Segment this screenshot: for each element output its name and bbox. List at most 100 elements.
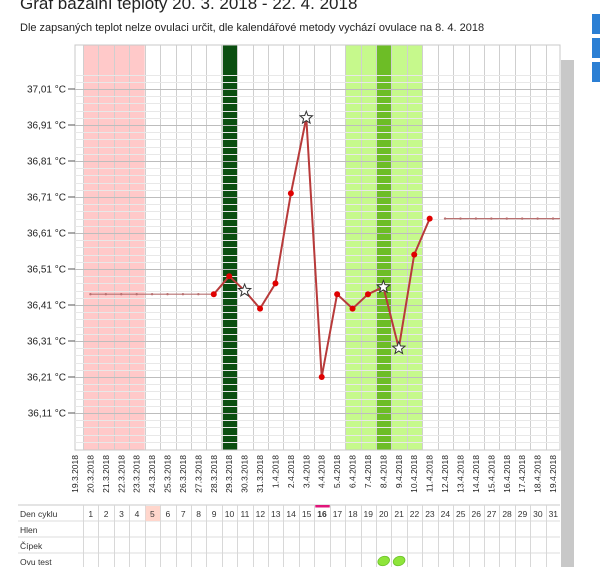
cycle-day-number: 6: [165, 509, 170, 519]
reference-point: [505, 217, 508, 220]
cycle-day-number: 21: [394, 509, 404, 519]
cycle-day-highlight: [145, 506, 161, 521]
side-tab-2[interactable]: [592, 38, 600, 58]
reference-point: [104, 293, 108, 296]
side-tab-1[interactable]: [592, 14, 600, 34]
x-date-label: 14.4.2018: [471, 455, 481, 493]
x-date-label: 9.4.2018: [394, 455, 404, 488]
x-date-label: 26.3.2018: [178, 455, 188, 493]
y-tick-label: 36,71 °C: [27, 193, 66, 204]
reference-point: [166, 293, 169, 296]
reference-point: [181, 293, 185, 296]
cycle-day-number: 26: [471, 509, 481, 519]
cycle-day-number: 25: [456, 509, 466, 519]
cycle-day-number: 22: [410, 509, 420, 519]
x-date-label: 29.3.2018: [224, 455, 234, 493]
cycle-day-number: 27: [487, 509, 497, 519]
y-tick-label: 37,01 °C: [27, 85, 66, 96]
temperature-point-star: [237, 282, 253, 298]
temperature-point: [426, 215, 433, 222]
x-date-label: 31.3.2018: [255, 455, 265, 493]
x-date-label: 4.4.2018: [317, 455, 327, 488]
reference-point: [536, 217, 539, 220]
cycle-day-number: 17: [333, 509, 343, 519]
cycle-day-number: 15: [302, 509, 312, 519]
x-date-label: 10.4.2018: [409, 455, 419, 493]
reference-point: [520, 217, 524, 220]
cycle-day-number: 11: [240, 509, 249, 519]
cycle-day-number: 16: [317, 509, 327, 519]
y-tick-label: 36,21 °C: [27, 373, 66, 384]
x-date-label: 21.3.2018: [101, 455, 111, 493]
x-date-label: 5.4.2018: [332, 455, 342, 488]
x-date-label: 19.3.2018: [70, 455, 80, 493]
cycle-day-number: 31: [549, 509, 559, 519]
cycle-day-number: 3: [119, 509, 124, 519]
ovu-test-icon: [377, 555, 390, 567]
y-tick-label: 36,91 °C: [27, 121, 66, 132]
x-date-label: 2.4.2018: [286, 455, 296, 488]
temperature-point: [334, 291, 341, 298]
temperature-point: [226, 273, 233, 280]
cycle-day-number: 10: [225, 509, 235, 519]
cycle-day-number: 4: [135, 509, 140, 519]
hlen-label: Hlen: [20, 525, 38, 535]
y-tick-label: 36,11 °C: [28, 409, 66, 420]
ovu-test-label: Ovu test: [20, 557, 52, 567]
cycle-day-number: 29: [518, 509, 528, 519]
cycle-day-number: 23: [425, 509, 435, 519]
x-date-label: 30.3.2018: [240, 455, 250, 493]
x-date-label: 15.4.2018: [486, 455, 496, 493]
x-date-label: 12.4.2018: [440, 455, 450, 493]
side-tab-3[interactable]: [592, 62, 600, 82]
cycle-day-number: 30: [533, 509, 543, 519]
x-date-label: 7.4.2018: [363, 455, 373, 488]
x-date-label: 11.4.2018: [425, 455, 435, 492]
y-tick-label: 36,31 °C: [27, 337, 66, 348]
x-date-label: 16.4.2018: [502, 455, 512, 493]
x-date-label: 18.4.2018: [533, 455, 543, 493]
x-date-label: 3.4.2018: [301, 455, 311, 488]
cycle-day-number: 9: [212, 509, 217, 519]
cycle-day-number: 12: [256, 509, 266, 519]
y-tick-label: 36,81 °C: [27, 157, 66, 168]
reference-point: [135, 293, 138, 296]
cipek-label: Čípek: [20, 541, 43, 551]
y-tick-label: 36,61 °C: [27, 229, 66, 240]
cycle-day-number: 19: [364, 509, 374, 519]
reference-point: [197, 293, 200, 296]
y-tick-label: 36,41 °C: [27, 301, 66, 312]
cycle-day-number: 5: [150, 509, 155, 519]
reference-point: [474, 217, 478, 220]
x-date-label: 8.4.2018: [378, 455, 388, 488]
cycle-day-number: 24: [441, 509, 451, 519]
cycle-day-number: 18: [348, 509, 358, 519]
x-date-label: 17.4.2018: [517, 455, 527, 493]
x-date-label: 6.4.2018: [348, 455, 358, 488]
reference-point: [551, 217, 555, 220]
temperature-point: [257, 305, 264, 312]
temperature-point: [210, 291, 217, 298]
reference-point: [89, 293, 92, 296]
cycle-day-number: 1: [88, 509, 93, 519]
scrollbar[interactable]: [561, 60, 574, 567]
temperature-point-star: [298, 109, 314, 125]
y-tick-label: 36,51 °C: [27, 265, 66, 276]
temperature-point: [272, 280, 279, 287]
x-date-label: 24.3.2018: [147, 455, 157, 493]
temperature-point-star: [375, 279, 391, 294]
x-date-label: 22.3.2018: [116, 455, 126, 493]
cycle-day-number: 28: [502, 509, 512, 519]
current-day-marker: [315, 505, 330, 508]
x-date-label: 28.3.2018: [209, 455, 219, 493]
cycle-day-number: 8: [196, 509, 201, 519]
chart-title: Graf bazální teploty 20. 3. 2018 - 22. 4…: [20, 0, 358, 13]
x-date-label: 1.4.2018: [271, 455, 281, 488]
x-date-label: 13.4.2018: [456, 455, 466, 493]
cycle-day-number: 20: [379, 509, 389, 519]
temperature-point: [364, 291, 371, 298]
x-date-label: 23.3.2018: [132, 455, 142, 493]
temperature-point: [287, 190, 294, 197]
reference-point: [490, 217, 493, 220]
